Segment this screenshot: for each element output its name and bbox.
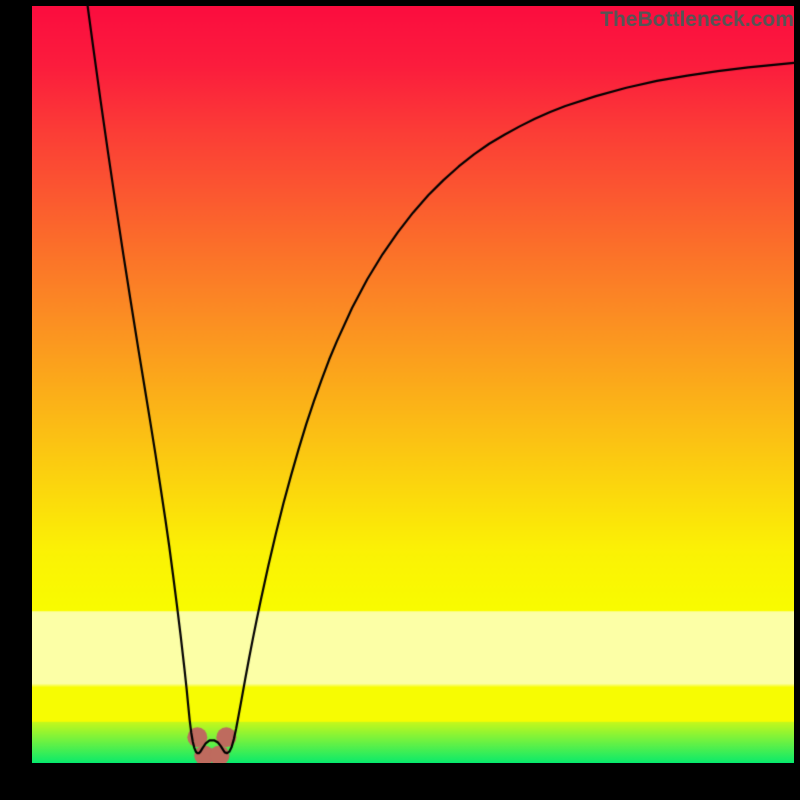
watermark-text: TheBottleneck.com [600, 8, 794, 32]
chart-stage: TheBottleneck.com [0, 0, 800, 800]
plot-area [32, 6, 794, 763]
curve-overlay [32, 6, 794, 763]
